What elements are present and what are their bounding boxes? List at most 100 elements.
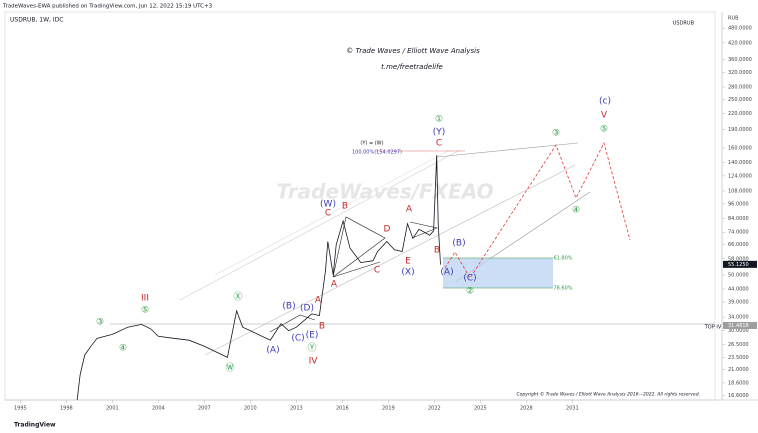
wave-label: A — [331, 280, 338, 290]
y-tick-label: 220.0000 — [728, 111, 752, 117]
wave-label: (X) — [401, 268, 414, 278]
wave-label: D — [384, 225, 391, 235]
subtitle: © Trade Waves / Elliott Wave Analysis — [346, 47, 480, 55]
wave-label: C — [374, 266, 380, 276]
y-tick-label: 66.0000 — [728, 242, 749, 248]
x-tick-label: 2025 — [474, 406, 487, 412]
y-tick-label: 140.0000 — [728, 160, 752, 166]
wave-label: (D) — [300, 304, 314, 314]
y-tick-label: 190.0000 — [728, 127, 752, 133]
channel-line — [214, 149, 451, 276]
copyright: Copyright © Trade Waves / Elliott Wave A… — [516, 391, 700, 398]
header: TradeWaves-EWA published on TradingView.… — [2, 4, 213, 10]
wave-label: (B) — [282, 302, 295, 312]
projection — [444, 141, 631, 279]
wave-label: (A) — [440, 268, 453, 278]
wave-label: (W) — [320, 200, 336, 210]
y-tick-label: 280.0000 — [728, 85, 752, 91]
wave-label: ③ — [552, 129, 560, 139]
plot-frame — [4, 11, 716, 401]
wave-label: B — [342, 202, 348, 212]
y-tick-label: 16.6000 — [728, 393, 749, 399]
triangle — [332, 216, 386, 278]
x-tick-label: 2019 — [382, 406, 395, 412]
wave-label: ④ — [572, 206, 580, 216]
y-tick-label: 160.0000 — [728, 146, 752, 152]
wave-label: ③ — [96, 318, 104, 328]
y-tick-label: 96.0000 — [728, 201, 749, 207]
x-tick-label: 2010 — [244, 406, 257, 412]
x-tick-label: 2016 — [336, 406, 349, 412]
y-tick-label: 124.0000 — [728, 173, 752, 179]
y-tick-label: 26.5000 — [728, 342, 749, 348]
target-zone — [443, 258, 553, 288]
wave-label: (C) — [291, 334, 304, 344]
wave-label: ④ — [119, 344, 127, 354]
triangle — [269, 314, 316, 333]
y-tick-label: 74.0000 — [728, 230, 749, 236]
y-tick-label: 420.0000 — [728, 40, 752, 46]
channel-line — [204, 164, 576, 356]
wave-label: ① — [435, 115, 443, 125]
y-tick-label: 18.6000 — [728, 380, 749, 386]
y-tick-label: 30.0000 — [728, 328, 749, 334]
x-tick-label: 2022 — [428, 406, 441, 412]
x-tick-label: 2001 — [106, 406, 119, 412]
wave-label: 100.00%(154.0297) — [352, 150, 402, 156]
wave-label: (Y) — [433, 128, 446, 138]
drawings — [110, 141, 715, 356]
y-tick-label: 58.0000 — [728, 256, 749, 262]
y-tick-label: 250.0000 — [728, 97, 752, 103]
wave-label: 78.60% — [553, 286, 572, 292]
wave-label: TOP IV — [704, 325, 722, 331]
y-tick-label: 480.0000 — [728, 26, 752, 32]
x-tick-label: 1998 — [60, 406, 73, 412]
price-marker — [723, 260, 757, 268]
y-tick-label: 50.0000 — [728, 272, 749, 278]
wave-label: III — [141, 294, 149, 304]
channel-line — [179, 149, 461, 301]
price-marker — [723, 321, 757, 329]
wave-label: IV — [309, 357, 319, 367]
wave-label: E — [405, 257, 411, 267]
wave-label: Ⓦ — [225, 363, 234, 374]
price-marker-label: 31.4818 — [728, 323, 749, 329]
y-tick-label: 360.0000 — [728, 57, 752, 63]
triangle — [409, 221, 439, 239]
wave-label: A — [406, 205, 413, 215]
wave-label: (B) — [452, 239, 465, 249]
wave-label: ⑤ — [141, 306, 149, 316]
y-tick-label: 21.0000 — [728, 367, 749, 373]
channel-line — [436, 142, 579, 158]
chart-title: USDRUB, 1W, IDC — [10, 17, 63, 24]
price-marker-label: 55.1250 — [728, 262, 749, 268]
currency: RUB — [728, 16, 739, 22]
footer-logo: TradingView — [14, 422, 56, 429]
wave-label: V — [601, 111, 608, 121]
wave-label: (E) — [306, 331, 319, 341]
y-tick-label: 108.0000 — [728, 188, 752, 194]
wave-label: (C) — [463, 274, 476, 284]
y-tick-label: 39.0000 — [728, 300, 749, 306]
link: t.me/freetradelife — [381, 63, 443, 71]
x-tick-label: 2028 — [520, 406, 533, 412]
wave-label: B — [434, 246, 440, 256]
wave-label: Ⓨ — [307, 343, 316, 354]
y-tick-label: 34.0000 — [728, 315, 749, 321]
wave-label: (Y) = (W) — [360, 141, 383, 147]
wave-label: Ⓧ — [233, 292, 242, 303]
x-tick-label: 2004 — [152, 406, 165, 412]
y-tick-label: 23.5000 — [728, 355, 749, 361]
x-tick-label: 1995 — [14, 406, 27, 412]
wave-label: B — [319, 322, 325, 332]
price-line — [76, 155, 441, 400]
wave-label: ② — [466, 287, 474, 297]
wave-label: C — [436, 139, 442, 149]
x-tick-label: 2007 — [198, 406, 211, 412]
watermark: TradeWaves/FXEAO — [276, 180, 493, 204]
symbol: USDRUB — [673, 21, 695, 27]
wave-label: (A) — [266, 346, 279, 356]
x-tick-label: 2013 — [290, 406, 303, 412]
